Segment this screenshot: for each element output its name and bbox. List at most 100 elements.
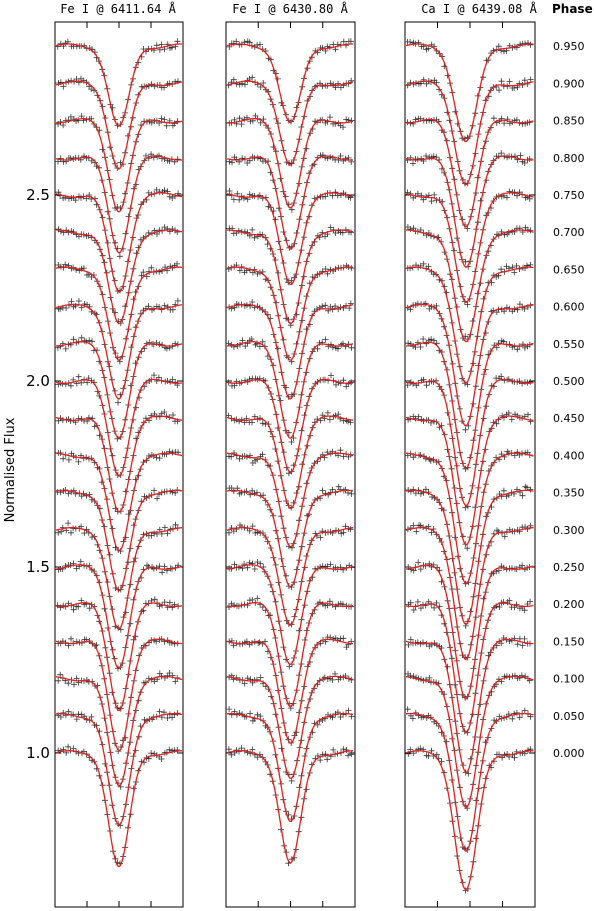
observed-points-phase-0.200 bbox=[54, 596, 182, 712]
model-line-phase-0.000 bbox=[405, 750, 534, 891]
model-line-phase-0.200 bbox=[55, 602, 183, 712]
observed-markers bbox=[226, 152, 355, 251]
phase-label: 0.350 bbox=[553, 487, 585, 500]
model-line-phase-0.550 bbox=[55, 341, 183, 440]
observed-markers bbox=[226, 522, 354, 628]
observed-points-phase-0.550 bbox=[225, 336, 355, 445]
model-line-phase-0.700 bbox=[406, 229, 534, 343]
observed-points-phase-0.350 bbox=[226, 483, 355, 591]
model-line-phase-0.800 bbox=[55, 155, 182, 254]
observed-markers bbox=[225, 336, 355, 445]
observed-markers bbox=[404, 300, 534, 433]
phase-label: 0.550 bbox=[553, 338, 585, 351]
observed-markers bbox=[226, 447, 354, 551]
model-line-phase-0.750 bbox=[405, 192, 534, 304]
observed-points-phase-0.800 bbox=[55, 151, 181, 260]
observed-points-phase-0.550 bbox=[54, 334, 181, 442]
observed-points-phase-0.150 bbox=[226, 634, 355, 746]
observed-markers bbox=[55, 409, 181, 515]
model-line-phase-0.150 bbox=[405, 638, 534, 774]
model-line-phase-0.450 bbox=[55, 415, 183, 513]
model-line-phase-0.100 bbox=[405, 675, 534, 809]
model-line-phase-0.300 bbox=[55, 526, 183, 630]
observed-points-phase-0.050 bbox=[226, 706, 355, 822]
observed-markers bbox=[404, 150, 533, 270]
panel-2 bbox=[225, 21, 356, 908]
model-line-phase-0.800 bbox=[226, 155, 353, 250]
phase-label: 0.300 bbox=[553, 524, 585, 537]
observed-markers bbox=[226, 634, 355, 746]
model-line-phase-0.950 bbox=[226, 43, 353, 124]
observed-markers bbox=[55, 670, 181, 790]
observed-markers bbox=[226, 595, 355, 712]
observed-points-phase-0.100 bbox=[226, 670, 355, 784]
model-line-phase-0.250 bbox=[55, 564, 183, 670]
phase-label: 0.200 bbox=[553, 598, 585, 611]
model-line-phase-0.500 bbox=[55, 378, 183, 477]
observed-markers bbox=[225, 745, 355, 867]
observed-markers bbox=[225, 409, 354, 511]
observed-points-phase-0.050 bbox=[55, 708, 181, 829]
observed-points-phase-0.800 bbox=[226, 152, 355, 251]
model-line-phase-0.250 bbox=[226, 564, 354, 666]
observed-points-phase-0.250 bbox=[226, 559, 355, 670]
model-line-phase-0.100 bbox=[55, 675, 183, 787]
observed-markers bbox=[404, 260, 534, 388]
panel-1 bbox=[54, 21, 184, 908]
panel-frame bbox=[404, 21, 536, 908]
observed-points-phase-0.550 bbox=[405, 336, 533, 472]
observed-markers bbox=[55, 558, 182, 672]
observed-markers bbox=[54, 487, 181, 593]
observed-points-phase-0.900 bbox=[404, 76, 534, 187]
model-line-phase-0.700 bbox=[227, 229, 354, 325]
y-axis-label: Normalised Flux bbox=[3, 417, 18, 522]
observed-points-phase-0.500 bbox=[55, 372, 181, 478]
observed-points-phase-0.650 bbox=[404, 260, 534, 388]
model-line-phase-0.600 bbox=[405, 303, 534, 427]
y-tick-label: 1.5 bbox=[26, 558, 50, 576]
phase-label: 0.700 bbox=[553, 226, 585, 239]
observed-points-phase-0.250 bbox=[55, 558, 182, 672]
panel-frame bbox=[54, 21, 184, 908]
phase-label: 0.050 bbox=[553, 710, 585, 723]
phase-label: 0.000 bbox=[553, 747, 585, 760]
model-line-phase-0.550 bbox=[226, 341, 354, 439]
observed-markers bbox=[226, 483, 355, 591]
observed-points-phase-0.200 bbox=[226, 595, 355, 712]
labels-layer: Fe I @ 6411.64 Å Fe I @ 6430.80 Å Ca I @… bbox=[3, 1, 593, 762]
observed-markers bbox=[55, 743, 181, 867]
observed-markers bbox=[226, 670, 355, 784]
observed-points-phase-0.750 bbox=[404, 188, 533, 308]
panel-title-fe-6411: Fe I @ 6411.64 Å bbox=[60, 1, 176, 16]
observed-markers bbox=[54, 38, 181, 129]
model-line-phase-0.900 bbox=[405, 80, 534, 186]
panel-3 bbox=[404, 21, 536, 908]
observed-markers bbox=[405, 336, 533, 472]
y-tick-label: 1.0 bbox=[26, 744, 50, 762]
model-line-phase-0.300 bbox=[405, 526, 534, 661]
observed-points-phase-0.800 bbox=[404, 150, 533, 270]
phase-label: 0.600 bbox=[553, 301, 585, 314]
observed-points-phase-0.450 bbox=[55, 409, 181, 515]
phase-label: 0.950 bbox=[553, 40, 585, 53]
model-line-phase-0.000 bbox=[55, 750, 182, 868]
observed-points-phase-0.350 bbox=[54, 487, 181, 593]
observed-markers bbox=[404, 115, 533, 232]
model-line-phase-0.850 bbox=[56, 118, 183, 213]
observed-points-phase-0.450 bbox=[225, 409, 354, 511]
model-line-phase-0.550 bbox=[405, 341, 534, 470]
model-line-phase-0.850 bbox=[406, 118, 534, 228]
model-line-phase-0.650 bbox=[55, 266, 183, 362]
panel-title-ca-6439: Ca I @ 6439.08 Å bbox=[421, 1, 537, 16]
phase-label: 0.800 bbox=[553, 152, 585, 165]
observed-points-phase-0.600 bbox=[404, 300, 534, 433]
phase-label: 0.750 bbox=[553, 189, 585, 202]
model-line-phase-0.350 bbox=[405, 489, 534, 626]
model-line-phase-0.400 bbox=[226, 452, 354, 548]
observed-markers bbox=[54, 596, 182, 712]
phase-header: Phase bbox=[552, 2, 593, 16]
model-line-phase-0.900 bbox=[226, 80, 354, 166]
observed-points-phase-0.700 bbox=[404, 224, 534, 343]
phase-label: 0.650 bbox=[553, 263, 585, 276]
observed-points-phase-0.600 bbox=[55, 297, 181, 406]
